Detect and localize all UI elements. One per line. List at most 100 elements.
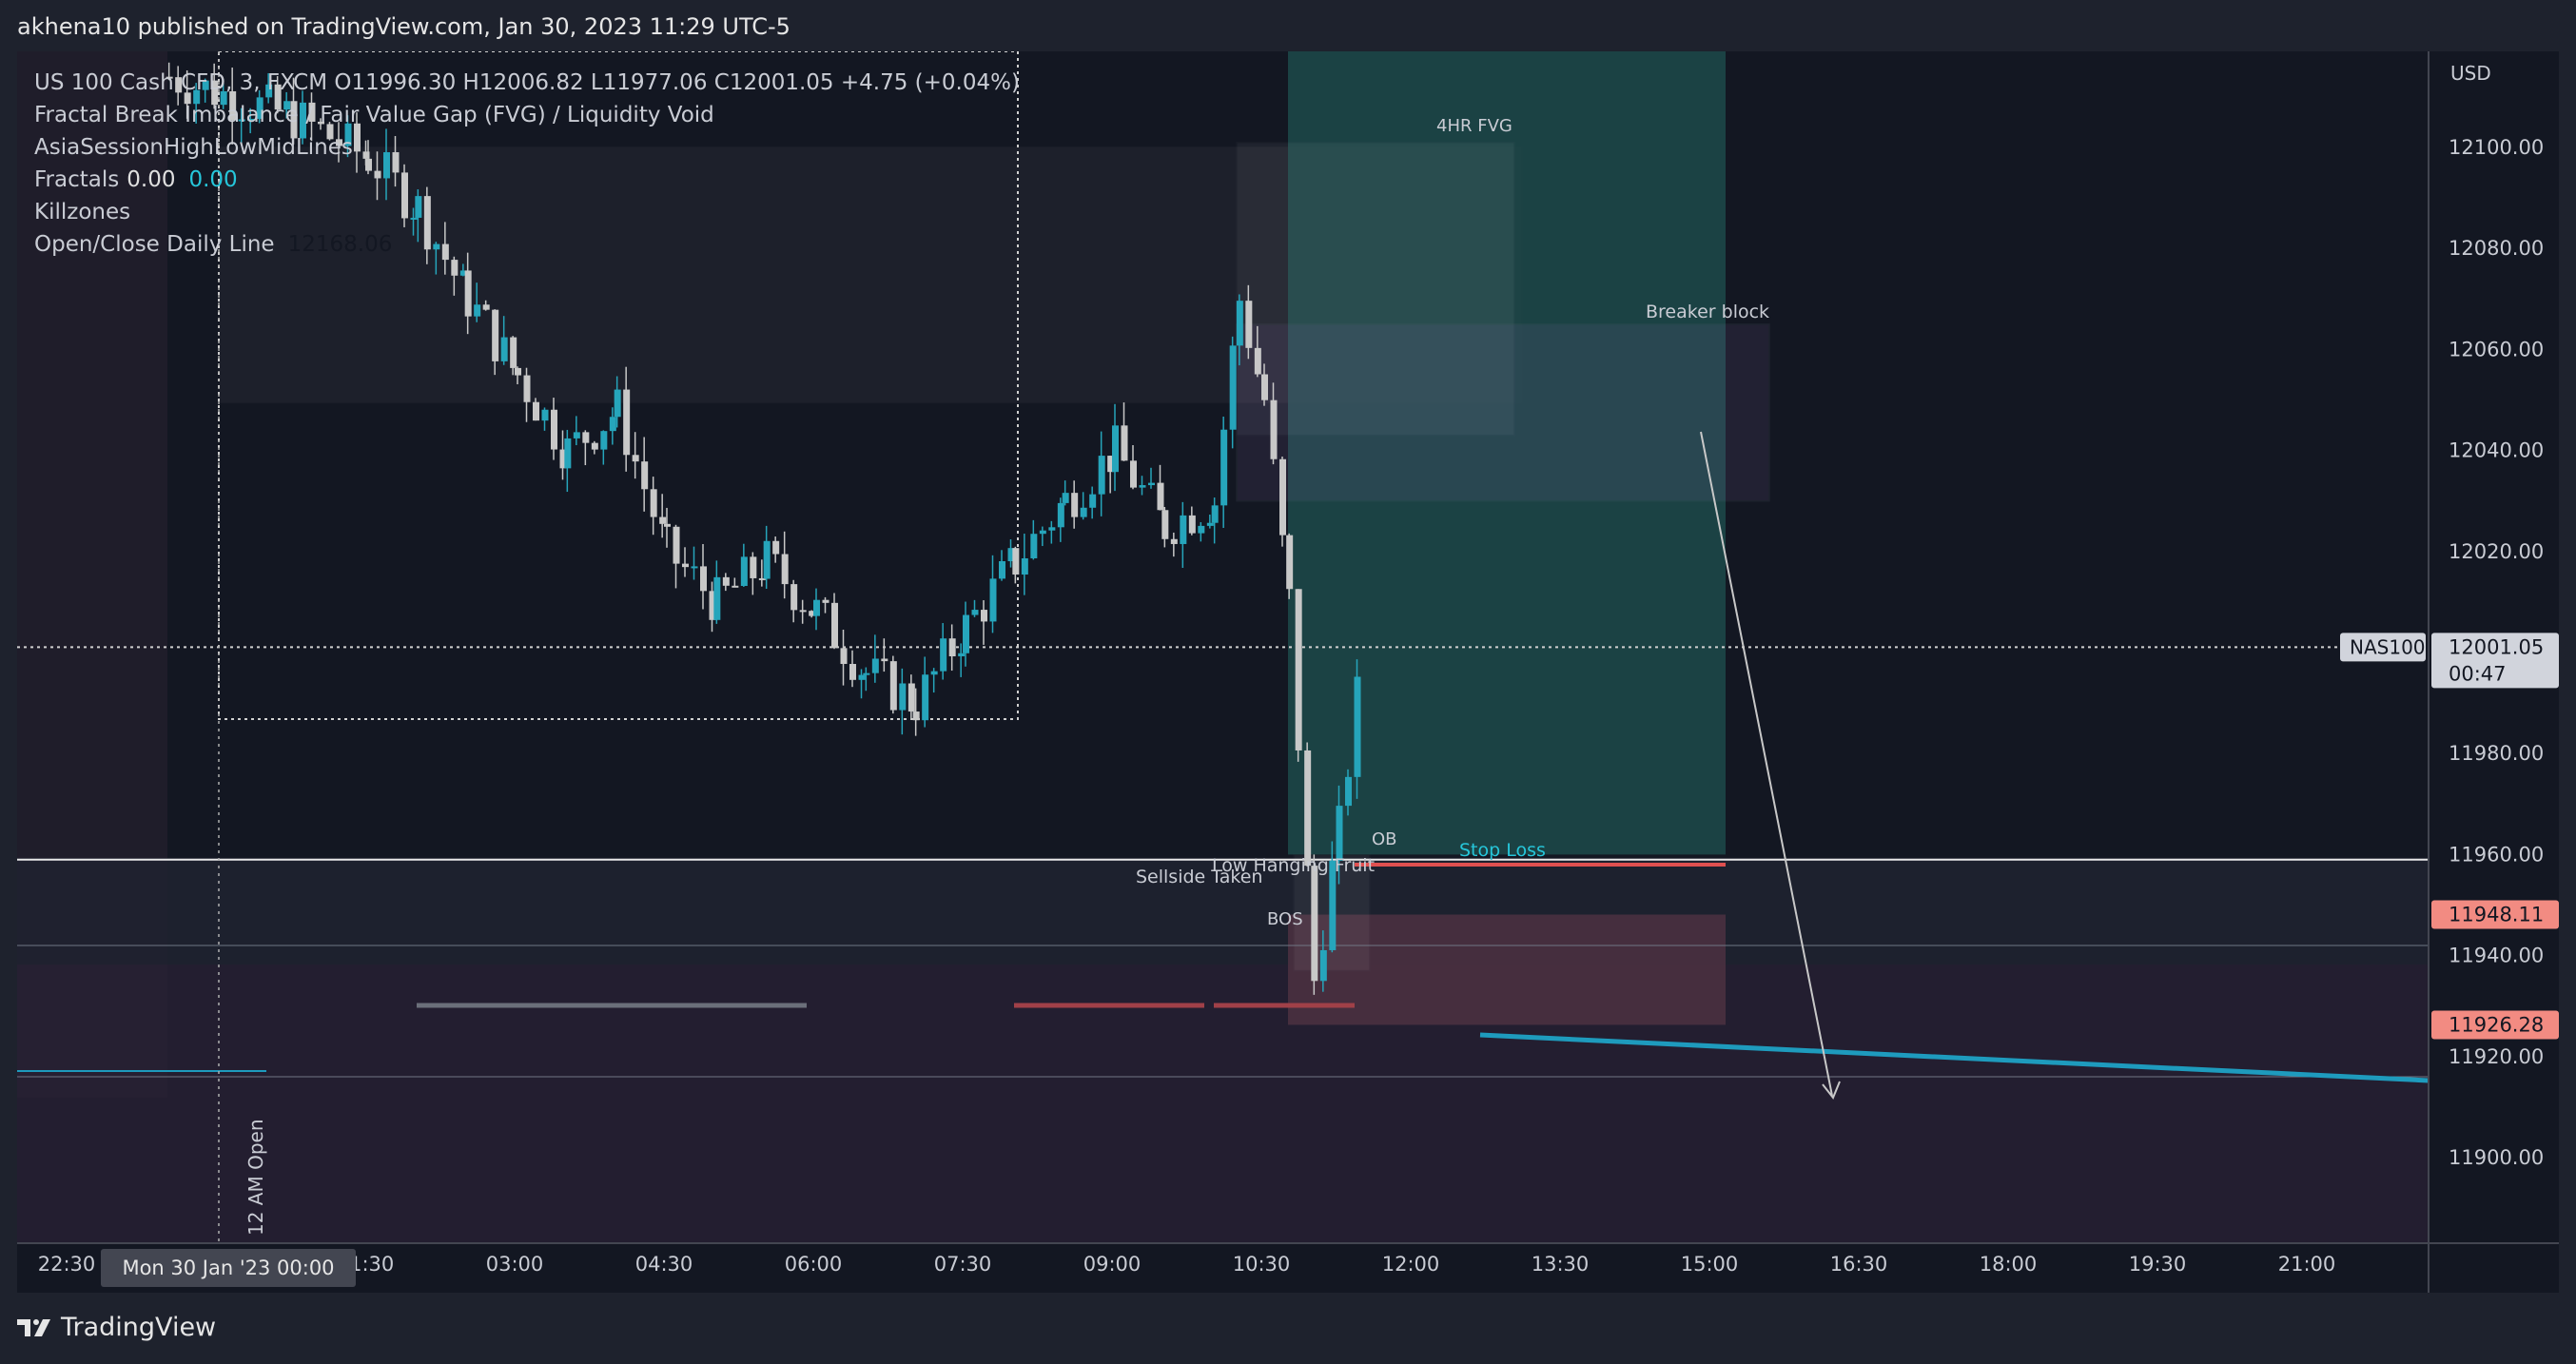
time-tick-label-4: 06:00 — [785, 1253, 843, 1276]
candle-body — [247, 118, 255, 121]
candle-body — [308, 102, 316, 122]
projection-arrow-line — [1700, 431, 1833, 1097]
range-band-zone — [17, 858, 2429, 965]
candle-body — [700, 566, 707, 592]
legend-indicator-fvg[interactable]: Fractal Break Imbalance / Fair Value Gap… — [34, 103, 714, 127]
time-tick-label-2: 03:00 — [486, 1253, 544, 1276]
price-tick-label-9: 11900.00 — [2449, 1146, 2544, 1169]
marker-upper-bg — [2431, 900, 2559, 929]
price-chart[interactable]: USD 12100.00 12080.00 12060.00 12040.00 12020… — [17, 51, 2559, 1293]
candle-body — [758, 577, 766, 580]
candle-body — [1107, 456, 1115, 473]
candle-body — [650, 489, 657, 517]
tradingview-logo-icon — [17, 1318, 50, 1336]
countdown-timer: 00:47 — [2449, 662, 2507, 685]
candle-body — [1030, 534, 1038, 558]
candle-body — [1236, 301, 1243, 346]
candle-body — [290, 101, 298, 139]
candle-body — [1148, 482, 1155, 486]
candle-body — [265, 84, 273, 98]
candle-body — [790, 584, 798, 611]
time-cursor-label: Mon 30 Jan '23 00:00 — [122, 1257, 334, 1279]
candle-body — [220, 90, 227, 106]
price-tick-label-6: 11960.00 — [2449, 843, 2544, 866]
candle-body — [922, 674, 929, 721]
candle-body — [822, 599, 829, 603]
candle-body — [632, 455, 639, 462]
open-close-value: 12168.06 — [287, 232, 393, 257]
candle-body — [1057, 502, 1064, 528]
time-tick-label-7: 10:30 — [1233, 1253, 1291, 1276]
candle-body — [166, 76, 173, 79]
candle-body — [318, 121, 324, 125]
marker-lower-bg — [2431, 1010, 2559, 1040]
candle-body — [1295, 589, 1302, 750]
ob-label: OB — [1372, 829, 1397, 849]
time-tick-label-5: 07:30 — [934, 1253, 992, 1276]
candle-body — [1048, 527, 1056, 531]
candle-body — [1098, 456, 1105, 495]
candle-body — [392, 152, 400, 173]
legend-open-close[interactable]: Open/Close Daily Line 12168.06 — [34, 228, 1020, 261]
candle-body — [500, 337, 508, 361]
candle-body — [600, 431, 608, 450]
bos-label: BOS — [1267, 909, 1303, 929]
candle-body — [1279, 458, 1286, 536]
candle-body — [362, 151, 370, 159]
asia-session-box — [218, 51, 1019, 720]
take-profit-zone — [1288, 51, 1726, 855]
candle-body — [763, 540, 771, 579]
candle-body — [1039, 530, 1046, 535]
candle-body — [1286, 535, 1294, 590]
time-tick-label-10: 15:00 — [1681, 1253, 1739, 1276]
candle-body — [492, 309, 499, 361]
candle-body — [1354, 676, 1361, 777]
candle-body — [541, 409, 549, 421]
candle-body — [809, 611, 816, 616]
candle-body — [238, 119, 245, 122]
brand-name: TradingView — [61, 1313, 217, 1342]
price-tick-label-3: 12040.00 — [2449, 439, 2544, 462]
breaker-block-label: Breaker block — [1646, 302, 1769, 322]
candle-body — [459, 270, 467, 276]
fvg-4hr-box — [1236, 141, 1515, 437]
killzone-lower-zone — [17, 965, 2429, 1243]
candle-body — [1139, 485, 1146, 488]
legend-indicator-asia[interactable]: AsiaSessionHighLowMidLines — [34, 135, 353, 160]
time-tick-label-3: 04:30 — [635, 1253, 693, 1276]
candle-body — [1304, 750, 1312, 867]
legend-symbol[interactable]: US 100 Cash CFD, 3, FXCM O11996.30 H1200… — [34, 70, 1020, 95]
legend-killzones[interactable]: Killzones — [34, 200, 131, 224]
candle-body — [1080, 507, 1087, 517]
candle-body — [1319, 949, 1327, 982]
candle-body — [464, 270, 472, 317]
candle-body — [971, 610, 979, 615]
arrow-head-icon — [1822, 1081, 1841, 1100]
candle-body — [336, 139, 342, 146]
candle-body — [326, 124, 334, 140]
stop-loss-label: Stop Loss — [1459, 840, 1546, 861]
candle-body — [732, 585, 739, 588]
candle-body — [659, 516, 667, 524]
candle-body — [1089, 494, 1097, 508]
candle-body — [582, 432, 590, 443]
candle-body — [229, 90, 237, 121]
candle-body — [1220, 429, 1228, 506]
candle-body — [863, 672, 870, 675]
candle-body — [772, 540, 780, 555]
candle-body — [930, 671, 938, 675]
candle-body — [410, 217, 418, 220]
chart-area[interactable]: USD 12100.00 12080.00 12060.00 12040.00 12020… — [17, 51, 2559, 1293]
time-tick-label-6: 09:00 — [1083, 1253, 1142, 1276]
candle-body — [831, 602, 838, 649]
candle-body — [433, 244, 440, 250]
candle-body — [1161, 510, 1169, 539]
candle-body — [1198, 525, 1205, 534]
candle-body — [184, 92, 191, 105]
candle-body — [1121, 425, 1128, 461]
price-tick-label-4: 12020.00 — [2449, 540, 2544, 563]
tradingview-brand[interactable]: TradingView — [17, 1313, 216, 1342]
legend-fractals[interactable]: Fractals 0.00 0.00 — [34, 164, 1020, 196]
candle-body — [940, 638, 947, 672]
candle-body — [559, 449, 567, 469]
